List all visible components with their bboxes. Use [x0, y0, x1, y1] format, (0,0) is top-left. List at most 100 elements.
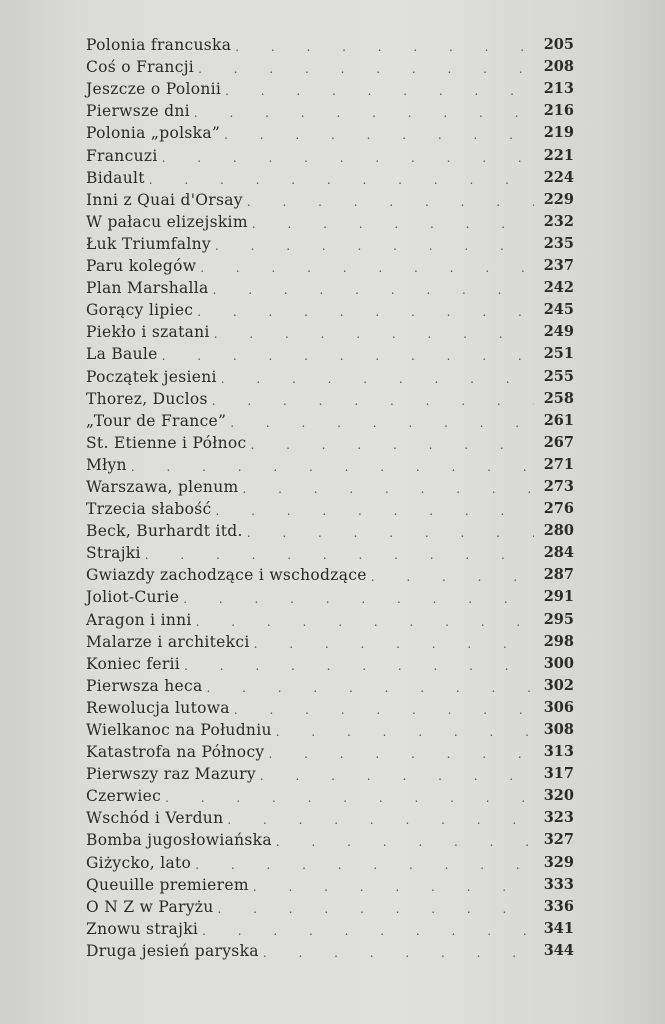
toc-entry-title: Paru kolegów: [86, 257, 197, 276]
dot-leader: . . . . . . . . . . . . . . . . . . . . …: [198, 62, 534, 77]
toc-entry-page: 308: [543, 721, 574, 738]
toc-entry-page: 221: [543, 146, 574, 164]
toc-entry: Warszawa, plenum. . . . . . . . . . . . …: [86, 474, 574, 496]
toc-entry: Inni z Quai d'Orsay. . . . . . . . . . .…: [86, 187, 574, 209]
dot-leader: . . . . . . . . . . . . . . . . . . . . …: [200, 261, 534, 276]
dot-leader: . . . . . . . . . . . . . . . . . . . . …: [235, 40, 534, 55]
toc-entry-page: 229: [543, 190, 574, 208]
toc-entry-title: Wielkanoc na Południu: [86, 721, 272, 739]
dot-leader: . . . . . . . . . . . . . . . . . . . . …: [215, 504, 534, 519]
toc-entry: Łuk Triumfalny. . . . . . . . . . . . . …: [86, 231, 574, 253]
dot-leader: . . . . . . . . . . . . . . . . . . . . …: [197, 305, 534, 320]
toc-entry-page: 213: [543, 80, 574, 98]
toc-entry-title: La Baule: [86, 345, 158, 364]
dot-leader: . . . . . . . . . . . . . . . . . . . . …: [370, 570, 534, 585]
toc-entry-title: Pierwszy raz Mazury: [86, 765, 256, 784]
toc-entry-page: 208: [543, 58, 574, 76]
table-of-contents: Polonia francuska . . . . . . . . . . . .…: [86, 32, 574, 960]
toc-entry-page: 320: [543, 787, 574, 805]
toc-entry: Beck, Burhardt itd.. . . . . . . . . . .…: [86, 518, 574, 540]
toc-entry-title: Wschód i Verdun: [86, 809, 224, 828]
dot-leader: . . . . . . . . . . . . . . . . . . . . …: [195, 857, 534, 872]
toc-entry: Pierwsze dni. . . . . . . . . . . . . . …: [86, 98, 574, 120]
toc-entry-page: 237: [543, 257, 574, 275]
toc-entry-page: 224: [543, 168, 574, 186]
toc-entry: Młyn. . . . . . . . . . . . . . . . . . …: [86, 452, 574, 474]
toc-entry-page: 280: [543, 522, 574, 540]
toc-entry: Jeszcze o Polonii. . . . . . . . . . . .…: [86, 76, 574, 98]
dot-leader: . . . . . . . . . . . . . . . . . . . . …: [193, 106, 534, 121]
toc-entry: Początek jesieni. . . . . . . . . . . . …: [86, 363, 574, 386]
toc-entry-title: Druga jesień paryska: [86, 941, 259, 960]
toc-entry-title: Malarze i architekci: [86, 632, 250, 651]
toc-entry-page: 317: [543, 765, 574, 783]
toc-entry: Gwiazdy zachodzące i wschodzące. . . . .…: [86, 562, 574, 584]
toc-entry: Rewolucja lutowa. . . . . . . . . . . . …: [86, 695, 574, 717]
dot-leader: . . . . . . . . . . . . . . . . . . . . …: [230, 415, 534, 430]
dot-leader: . . . . . . . . . . . . . . . . . . . . …: [195, 614, 534, 629]
dot-leader: . . . . . . . . . . . . . . . . . . . . …: [148, 172, 534, 187]
toc-entry-title: Piekło i szatani: [86, 323, 210, 342]
toc-entry-title: Katastrofa na Północy: [86, 743, 265, 762]
dot-leader: . . . . . . . . . . . . . . . . . . . . …: [220, 371, 534, 386]
toc-entry: Coś o Francji. . . . . . . . . . . . . .…: [86, 54, 574, 76]
toc-entry-page: 291: [543, 588, 574, 606]
toc-entry: Trzecia słabość. . . . . . . . . . . . .…: [86, 496, 574, 518]
dot-leader: . . . . . . . . . . . . . . . . . . . . …: [252, 879, 534, 894]
toc-entry: Giżycko, lato. . . . . . . . . . . . . .…: [86, 849, 574, 872]
toc-entry-title: Bomba jugosłowiańska: [86, 831, 272, 850]
dot-leader: . . . . . . . . . . . . . . . . . . . . …: [227, 813, 534, 828]
toc-entry-title: Czerwiec: [86, 787, 162, 806]
dot-leader: . . . . . . . . . . . . . . . . . . . . …: [225, 84, 534, 99]
toc-entry: Thorez, Duclos. . . . . . . . . . . . . …: [86, 386, 574, 408]
toc-entry-page: 276: [543, 500, 574, 518]
toc-entry-title: Trzecia słabość: [86, 500, 212, 519]
dot-leader: . . . . . . . . . . . . . . . . . . . . …: [224, 128, 534, 143]
toc-entry-page: 306: [543, 698, 574, 716]
toc-entry-page: 271: [543, 455, 574, 473]
toc-entry-page: 267: [543, 433, 574, 451]
toc-entry-page: 333: [543, 875, 574, 893]
toc-entry-title: Bidault: [86, 168, 145, 187]
toc-entry: La Baule. . . . . . . . . . . . . . . . …: [86, 341, 574, 363]
dot-leader: . . . . . . . . . . . . . . . . . . . . …: [275, 725, 534, 739]
toc-entry: W pałacu elizejskim. . . . . . . . . . .…: [86, 209, 574, 231]
toc-entry: Joliot-Curie. . . . . . . . . . . . . . …: [86, 584, 574, 606]
toc-entry-title: Joliot-Curie: [86, 588, 180, 607]
dot-leader: . . . . . . . . . . . . . . . . . . . . …: [250, 437, 534, 452]
toc-entry-page: 327: [543, 831, 574, 849]
dot-leader: . . . . . . . . . . . . . . . . . . . . …: [259, 769, 534, 784]
toc-entry-title: Strajki: [86, 544, 141, 563]
toc-entry: St. Etienne i Północ. . . . . . . . . . …: [86, 430, 574, 452]
dot-leader: . . . . . . . . . . . . . . . . . . . . …: [246, 526, 534, 541]
toc-entry: O N Z w Paryżu. . . . . . . . . . . . . …: [86, 894, 574, 916]
toc-entry-title: St. Etienne i Północ: [86, 433, 247, 452]
toc-entry: Malarze i architekci. . . . . . . . . . …: [86, 629, 574, 651]
toc-entry: Pierwszy raz Mazury. . . . . . . . . . .…: [86, 761, 574, 783]
toc-entry: Wschód i Verdun. . . . . . . . . . . . .…: [86, 805, 574, 827]
dot-leader: . . . . . . . . . . . . . . . . . . . . …: [233, 702, 534, 717]
toc-entry-page: 245: [543, 301, 574, 319]
toc-entry-title: Polonia „polska”: [86, 124, 221, 143]
toc-entry: Znowu strajki. . . . . . . . . . . . . .…: [86, 916, 574, 938]
toc-entry-page: 302: [543, 676, 574, 694]
dot-leader: . . . . . . . . . . . . . . . . . . . . …: [275, 835, 534, 850]
toc-entry-page: 273: [543, 477, 574, 495]
toc-entry-title: Początek jesieni: [86, 367, 217, 386]
dot-leader: . . . . . . . . . . . . . . . . . . . . …: [206, 680, 534, 695]
toc-entry: Piekło i szatani. . . . . . . . . . . . …: [86, 319, 574, 341]
toc-entry-page: 232: [543, 212, 574, 230]
toc-entry-title: Pierwsza heca: [86, 676, 203, 695]
toc-entry-page: 205: [543, 36, 574, 54]
toc-entry-title: Gwiazdy zachodzące i wschodzące: [86, 566, 367, 585]
toc-entry-title: W pałacu elizejskim: [86, 212, 248, 231]
toc-entry-title: Łuk Triumfalny: [86, 234, 211, 253]
toc-entry: Czerwiec. . . . . . . . . . . . . . . . …: [86, 783, 574, 805]
toc-entry: Polonia francuska. . . . . . . . . . . .…: [86, 32, 574, 54]
dot-leader: . . . . . . . . . . . . . . . . . . . . …: [161, 150, 534, 165]
toc-entry-title: Inni z Quai d'Orsay: [86, 190, 243, 209]
toc-entry-title: Znowu strajki: [86, 919, 199, 938]
toc-entry-title: Francuzi: [86, 146, 158, 165]
dot-leader: . . . . . . . . . . . . . . . . . . . . …: [253, 636, 534, 651]
toc-entry-title: Gorący lipiec: [86, 301, 194, 320]
